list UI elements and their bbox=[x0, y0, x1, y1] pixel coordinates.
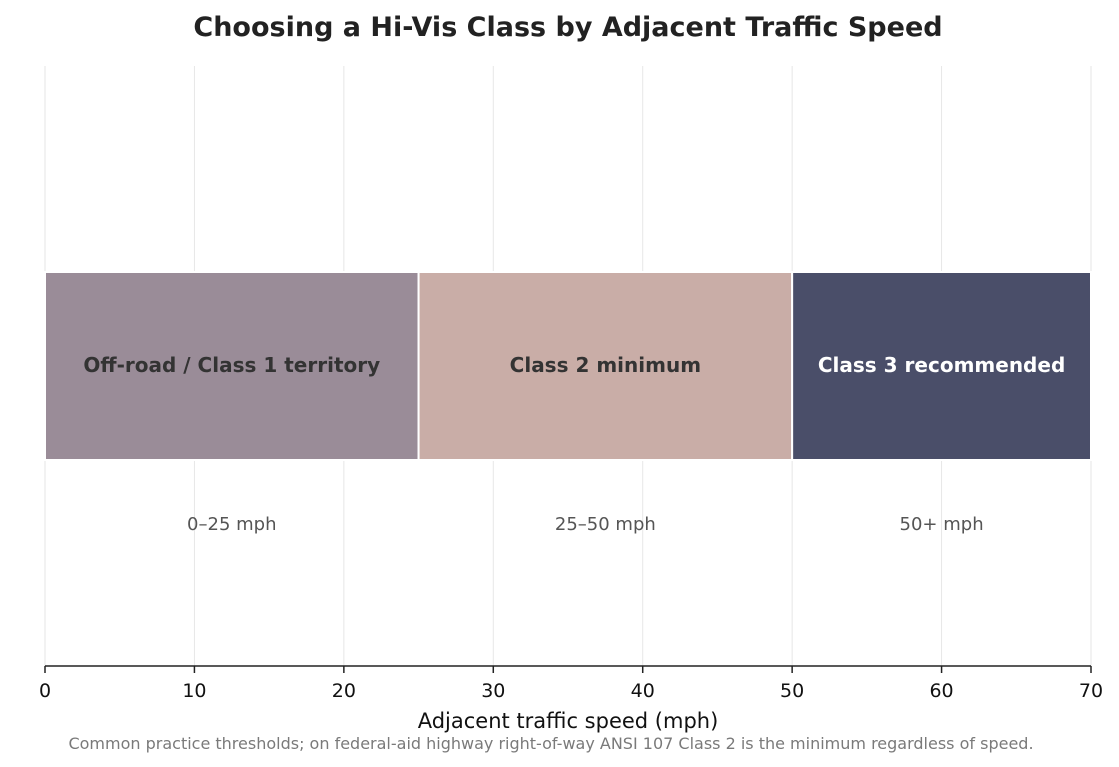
x-tick-label-60: 60 bbox=[929, 680, 953, 702]
band-bar-0 bbox=[44, 271, 420, 461]
band-bar-1 bbox=[417, 271, 794, 461]
band-labels: Off-road / Class 1 territory Class 2 mini… bbox=[83, 353, 1065, 377]
footnote: Common practice thresholds; on federal-a… bbox=[68, 734, 1033, 753]
band-label-0: Off-road / Class 1 territory bbox=[83, 353, 380, 377]
range-labels: 0–25 mph 25–50 mph 50+ mph bbox=[187, 514, 984, 535]
chart-title: Choosing a Hi-Vis Class by Adjacent Traf… bbox=[193, 12, 942, 43]
range-label-0: 0–25 mph bbox=[187, 514, 276, 535]
range-label-2: 50+ mph bbox=[900, 514, 984, 535]
x-tick-label-70: 70 bbox=[1079, 680, 1103, 702]
bands bbox=[44, 271, 1093, 461]
x-axis-label: Adjacent traffic speed (mph) bbox=[418, 709, 719, 733]
x-tick-label-40: 40 bbox=[631, 680, 655, 702]
x-tick-label-20: 20 bbox=[332, 680, 356, 702]
x-tick-label-30: 30 bbox=[481, 680, 505, 702]
range-label-1: 25–50 mph bbox=[555, 514, 656, 535]
x-tick-label-0: 0 bbox=[39, 680, 51, 702]
x-tick-label-50: 50 bbox=[780, 680, 804, 702]
band-bar-2 bbox=[791, 271, 1093, 461]
band-label-1: Class 2 minimum bbox=[510, 353, 701, 377]
x-tick-label-10: 10 bbox=[182, 680, 206, 702]
band-label-2: Class 3 recommended bbox=[818, 353, 1065, 377]
x-axis-ticks: 0 10 20 30 40 50 60 70 bbox=[39, 666, 1103, 702]
